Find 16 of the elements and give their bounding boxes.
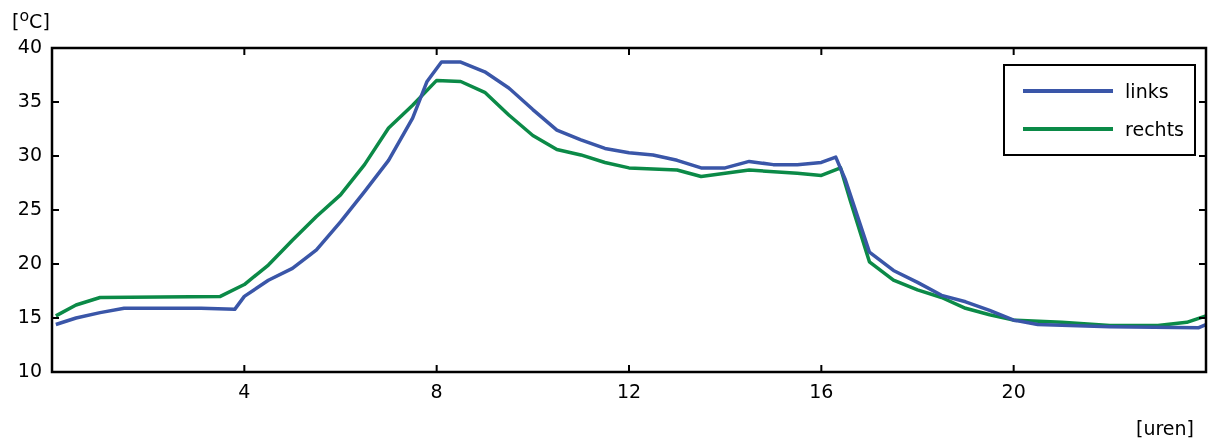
x-tick-label: 4 xyxy=(238,380,251,403)
y-tick-label: 10 xyxy=(17,358,42,381)
x-tick-label: 8 xyxy=(430,380,443,403)
x-tick-label: 16 xyxy=(809,380,834,403)
y-tick-label: 40 xyxy=(17,34,42,57)
x-axis-title: [uren] xyxy=(1136,417,1194,439)
y-tick-label: 35 xyxy=(17,88,42,111)
legend-label: rechts xyxy=(1125,118,1184,140)
y-tick-label: 20 xyxy=(17,250,42,273)
x-tick-label: 12 xyxy=(616,380,642,403)
y-tick-label: 30 xyxy=(17,142,42,165)
y-axis-title: [$^{o}$C] xyxy=(12,6,50,33)
x-tick-label: 20 xyxy=(1001,380,1026,403)
legend-label: links xyxy=(1125,80,1169,102)
y-tick-label: 15 xyxy=(17,304,42,327)
y-tick-label: 25 xyxy=(17,196,42,219)
